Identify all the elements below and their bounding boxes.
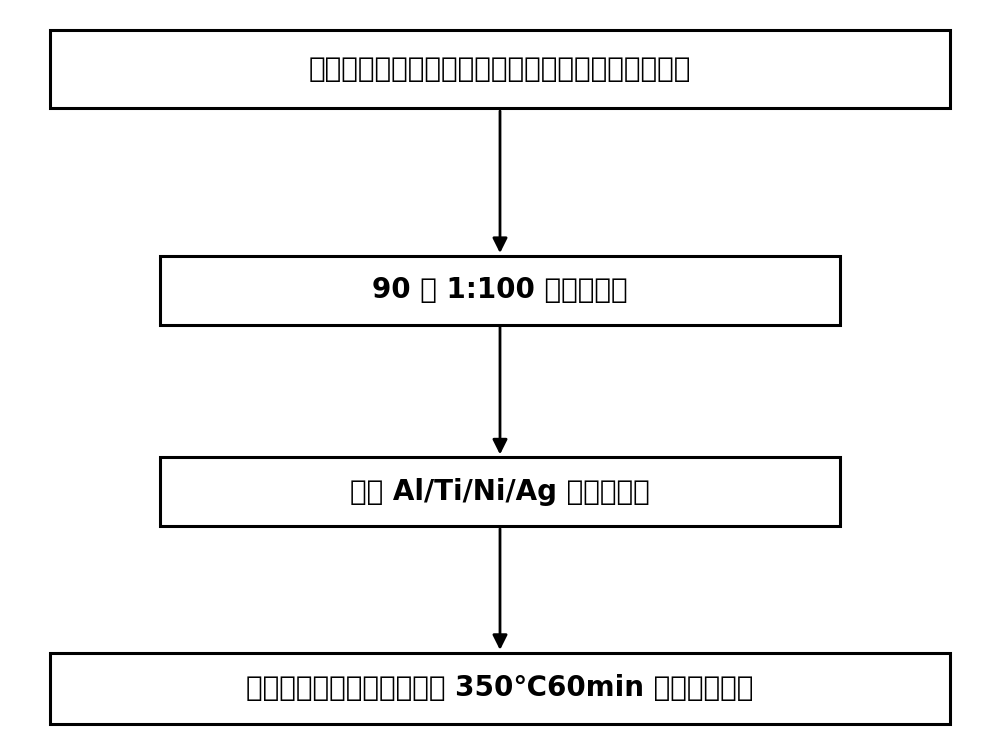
FancyBboxPatch shape: [160, 457, 840, 526]
FancyBboxPatch shape: [160, 256, 840, 325]
Text: 硅片和硅片背面紧贴，采用 350℃60min 常压炉管工艺: 硅片和硅片背面紧贴，采用 350℃60min 常压炉管工艺: [246, 674, 754, 702]
Text: 90 秒 1:100 氢氟酸清洗: 90 秒 1:100 氢氟酸清洗: [372, 276, 628, 304]
FancyBboxPatch shape: [50, 30, 950, 108]
Text: 正面工艺之后，完成背面减薄、背面注入及退火工艺: 正面工艺之后，完成背面减薄、背面注入及退火工艺: [309, 55, 691, 83]
FancyBboxPatch shape: [50, 653, 950, 724]
Text: 形成 Al/Ti/Ni/Ag 的背面金属: 形成 Al/Ti/Ni/Ag 的背面金属: [350, 477, 650, 506]
